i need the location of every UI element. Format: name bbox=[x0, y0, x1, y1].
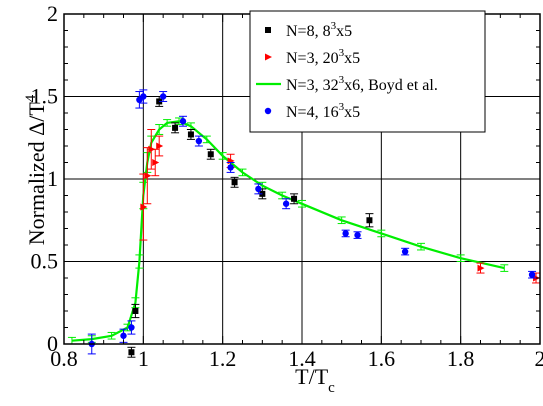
data-point bbox=[120, 332, 127, 339]
x-tick-label: 1.4 bbox=[288, 346, 316, 371]
legend-entry: N=3, 203x5 bbox=[265, 47, 360, 67]
y-tick-label: 2 bbox=[47, 1, 58, 26]
data-point bbox=[528, 271, 536, 278]
x-tick-label: 1.2 bbox=[209, 346, 237, 371]
data-point bbox=[179, 118, 187, 125]
y-axis-label: Normalized Δ/T4 bbox=[23, 94, 49, 245]
data-point bbox=[366, 217, 373, 224]
data-point bbox=[144, 172, 152, 180]
data-point bbox=[227, 164, 234, 171]
legend: N=8, 83x5 N=3, 203x5 N=3, 323x6, Boyd et a… bbox=[249, 10, 486, 133]
legend-entry: N=4, 163x5 bbox=[264, 101, 360, 121]
x-tick-label: 1.8 bbox=[447, 346, 475, 371]
legend-label: N=3, 203x5 bbox=[286, 47, 360, 67]
data-point bbox=[477, 264, 485, 272]
legend-label: N=8, 83x5 bbox=[286, 20, 352, 40]
data-point bbox=[342, 230, 349, 237]
data-point bbox=[128, 349, 135, 356]
series-3 bbox=[87, 89, 537, 355]
data-point bbox=[255, 185, 262, 193]
y-tick-label: 1 bbox=[47, 166, 58, 191]
data-point bbox=[128, 324, 135, 331]
legend-label: N=3, 323x6, Boyd et al. bbox=[286, 74, 438, 94]
data-point bbox=[187, 131, 194, 138]
data-point bbox=[401, 248, 409, 255]
data-point bbox=[231, 179, 238, 186]
data-point bbox=[159, 93, 167, 100]
x-tick-label: 1 bbox=[138, 346, 149, 371]
data-point bbox=[207, 151, 214, 158]
data-point bbox=[282, 200, 290, 207]
data-point bbox=[354, 231, 361, 239]
legend-marker bbox=[264, 107, 272, 115]
data-point bbox=[291, 195, 298, 202]
x-tick-label: 2 bbox=[535, 346, 543, 371]
x-tick-label: 0.8 bbox=[50, 346, 78, 371]
x-tick-label: 1.6 bbox=[368, 346, 396, 371]
series-2 bbox=[139, 129, 541, 284]
legend-entry: N=8, 83x5 bbox=[265, 20, 352, 40]
legend-label: N=4, 163x5 bbox=[286, 101, 360, 121]
tick-labels: 0.8 1 1.2 1.4 1.6 1.8 2 0 0.5 1 1.5 2 bbox=[31, 1, 543, 371]
data-point bbox=[156, 142, 164, 150]
legend-entry: N=3, 323x6, Boyd et al. bbox=[256, 74, 438, 94]
legend-marker bbox=[265, 27, 271, 33]
y-tick-label: 0 bbox=[47, 331, 58, 356]
data-point bbox=[140, 203, 148, 211]
y-tick-label: 0.5 bbox=[31, 249, 59, 274]
y-tick-label: 1.5 bbox=[31, 84, 59, 109]
data-point bbox=[132, 308, 139, 314]
x-axis-label: T/Tc bbox=[295, 364, 335, 396]
data-point bbox=[140, 93, 147, 100]
data-point bbox=[172, 124, 179, 131]
legend-marker bbox=[265, 53, 272, 61]
legend-box bbox=[249, 10, 486, 133]
data-point bbox=[195, 137, 203, 145]
data-point bbox=[152, 159, 160, 166]
series-layer bbox=[67, 89, 541, 358]
